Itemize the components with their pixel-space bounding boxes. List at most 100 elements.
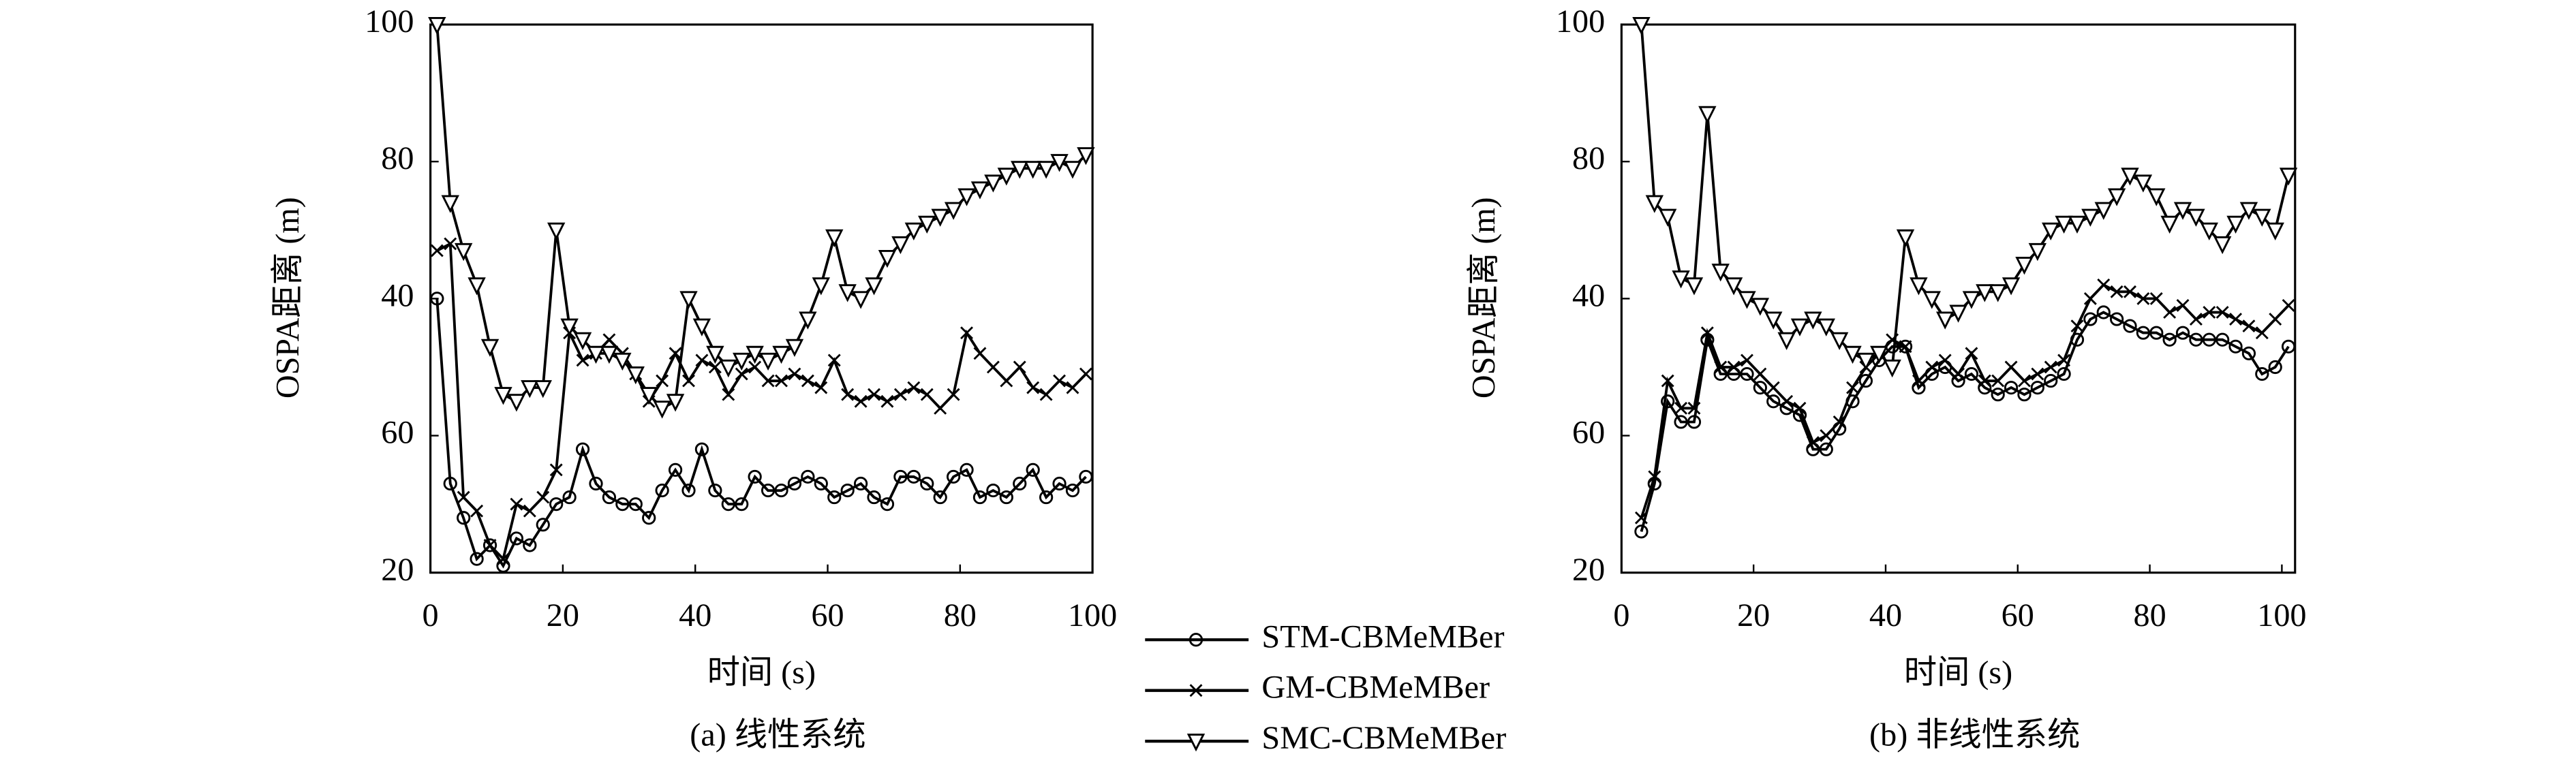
legend-label: SMC-CBMeMBer xyxy=(1261,720,1506,756)
marker xyxy=(1063,161,1082,179)
marker xyxy=(1659,208,1677,227)
marker xyxy=(1793,401,1807,415)
x-tick-label: 0 xyxy=(423,597,439,633)
y-tick-label: 20 xyxy=(1572,552,1605,588)
marker xyxy=(430,292,444,306)
marker xyxy=(840,483,855,498)
marker xyxy=(1991,374,2005,388)
marker xyxy=(2094,202,2113,220)
marker xyxy=(2215,306,2229,319)
y-tick-label: 100 xyxy=(365,3,414,40)
marker xyxy=(2269,313,2282,326)
marker xyxy=(1037,161,1056,179)
marker xyxy=(2083,312,2098,326)
marker xyxy=(827,490,842,505)
marker xyxy=(748,469,762,484)
marker xyxy=(1858,374,1873,388)
marker xyxy=(960,326,973,340)
marker xyxy=(1685,277,1704,296)
marker xyxy=(944,202,963,220)
marker xyxy=(1965,347,1978,360)
legend-label: STM-CBMeMBer xyxy=(1261,618,1504,655)
marker xyxy=(801,374,814,388)
marker xyxy=(1833,415,1846,428)
marker xyxy=(2279,168,2298,186)
marker xyxy=(984,174,1002,193)
marker xyxy=(854,394,868,408)
marker xyxy=(2253,208,2271,227)
marker xyxy=(1052,476,1067,491)
marker xyxy=(867,490,881,505)
marker xyxy=(1949,304,1967,323)
marker xyxy=(509,531,524,546)
marker xyxy=(851,291,870,309)
marker xyxy=(2004,360,2018,374)
marker xyxy=(1856,352,1875,371)
chart-title: (b) 非线性系统 xyxy=(1869,717,2080,753)
marker xyxy=(1039,490,1054,505)
y-tick-label: 40 xyxy=(1572,277,1605,313)
marker xyxy=(521,380,539,398)
marker xyxy=(2055,215,2073,234)
marker xyxy=(2239,202,2258,220)
marker xyxy=(444,237,457,251)
marker xyxy=(1674,415,1688,429)
marker xyxy=(536,518,550,532)
marker xyxy=(2163,306,2177,319)
x-tick-label: 20 xyxy=(1737,597,1770,633)
marker xyxy=(536,490,550,504)
marker xyxy=(1724,277,1743,296)
marker xyxy=(681,483,696,498)
marker xyxy=(1000,374,1013,388)
marker xyxy=(441,195,459,213)
marker xyxy=(694,442,709,456)
marker xyxy=(653,401,671,419)
marker xyxy=(576,354,589,367)
marker xyxy=(1648,470,1661,484)
y-tick-label: 20 xyxy=(381,552,414,588)
marker xyxy=(758,352,778,371)
x-tick-label: 20 xyxy=(547,597,579,633)
marker xyxy=(1780,394,1794,408)
marker xyxy=(494,387,512,405)
marker xyxy=(1819,442,1833,456)
marker xyxy=(1925,360,1939,374)
marker xyxy=(1912,374,1925,388)
marker xyxy=(2149,292,2163,305)
marker xyxy=(1989,284,2007,302)
marker xyxy=(2134,174,2153,193)
x-tick-label: 100 xyxy=(1068,597,1117,633)
marker xyxy=(2121,168,2139,186)
marker xyxy=(1820,429,1833,442)
marker xyxy=(2015,257,2034,275)
marker xyxy=(626,366,645,385)
marker xyxy=(787,476,802,491)
marker xyxy=(1978,374,1991,388)
marker xyxy=(2070,319,2084,333)
marker xyxy=(2176,299,2190,312)
marker xyxy=(2083,292,2097,305)
marker xyxy=(986,483,1000,498)
marker xyxy=(799,311,817,330)
legend-marker xyxy=(1189,633,1203,647)
marker xyxy=(2203,306,2216,319)
marker xyxy=(1672,270,1690,289)
marker xyxy=(746,345,764,364)
marker xyxy=(972,490,987,505)
marker xyxy=(1661,374,1674,388)
marker xyxy=(708,483,722,498)
marker xyxy=(602,333,616,347)
y-tick-label: 60 xyxy=(1572,415,1605,451)
marker xyxy=(1740,366,1754,381)
marker xyxy=(1079,367,1092,381)
marker xyxy=(931,208,949,227)
marker xyxy=(1024,161,1042,179)
marker xyxy=(1790,318,1809,336)
marker xyxy=(669,347,682,360)
marker xyxy=(1634,524,1649,539)
marker xyxy=(934,401,947,415)
marker xyxy=(907,381,921,394)
marker xyxy=(613,352,632,371)
marker xyxy=(722,388,735,401)
marker xyxy=(1883,359,1901,378)
